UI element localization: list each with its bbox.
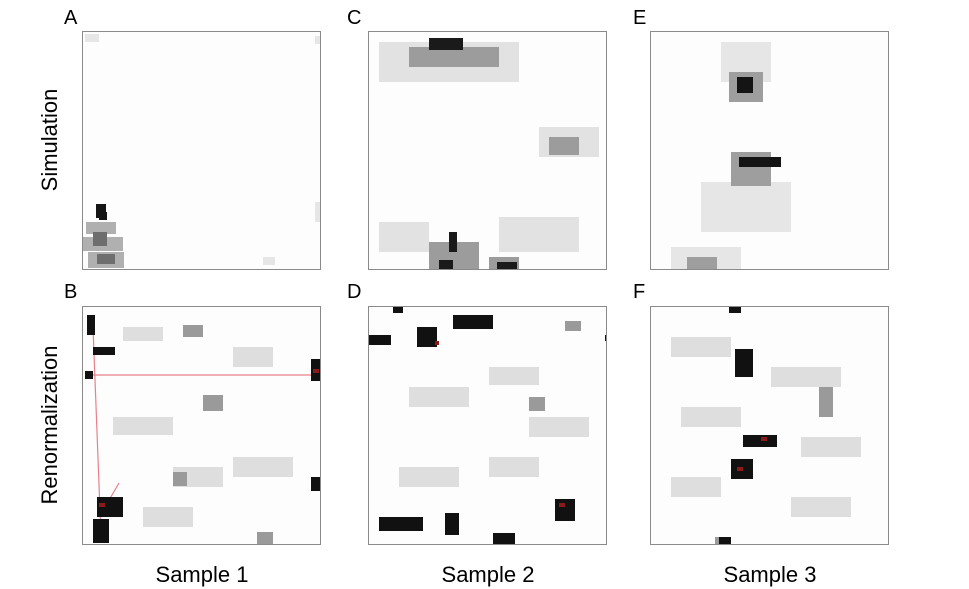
- cluster-dark: [429, 38, 517, 269]
- highlight-cells: [435, 341, 565, 507]
- cluster-faint: [113, 327, 293, 527]
- panel-f-image: [671, 307, 861, 544]
- panel-a-image: [83, 34, 320, 268]
- panel-letter-a: A: [64, 7, 78, 29]
- cluster-gray: [409, 47, 579, 269]
- panel-d-image: [369, 307, 606, 544]
- panel-e-simulation-sample-3: [650, 31, 889, 270]
- cluster-dark: [369, 307, 606, 544]
- panel-letter-b: B: [64, 281, 78, 303]
- cluster-gray: [173, 325, 273, 544]
- column-label-sample-3: Sample 3: [723, 562, 817, 587]
- cluster-gray: [529, 321, 581, 411]
- highlight-cells: [99, 369, 319, 507]
- panel-letter-c: C: [347, 7, 362, 29]
- cluster-dark: [737, 77, 781, 167]
- highlight-cells: [737, 437, 767, 471]
- panel-b-image: [85, 315, 320, 544]
- panel-a-simulation-sample-1: [82, 31, 321, 270]
- panel-f-renormalization-sample-3: [650, 306, 889, 545]
- cluster-dark: [96, 204, 107, 220]
- cluster-mid: [93, 232, 115, 264]
- panel-c-simulation-sample-2: [368, 31, 607, 270]
- cluster-faint: [399, 367, 589, 487]
- panel-letter-d: D: [347, 281, 362, 303]
- panel-letter-f: F: [633, 281, 646, 303]
- panel-d-renormalization-sample-2: [368, 306, 607, 545]
- row-label-renormalization: Renormalization: [37, 345, 62, 505]
- row-label-simulation: Simulation: [37, 88, 62, 192]
- panel-b-renormalization-sample-1: [82, 306, 321, 545]
- cluster-gray: [687, 72, 771, 269]
- cluster-faint: [85, 34, 320, 265]
- column-label-sample-2: Sample 2: [441, 562, 535, 587]
- cluster-dark: [719, 307, 777, 544]
- panel-e-image: [671, 42, 791, 269]
- panel-letter-e: E: [633, 7, 647, 29]
- panel-c-image: [379, 38, 599, 269]
- cluster-faint: [671, 337, 861, 517]
- column-label-sample-1: Sample 1: [155, 562, 249, 587]
